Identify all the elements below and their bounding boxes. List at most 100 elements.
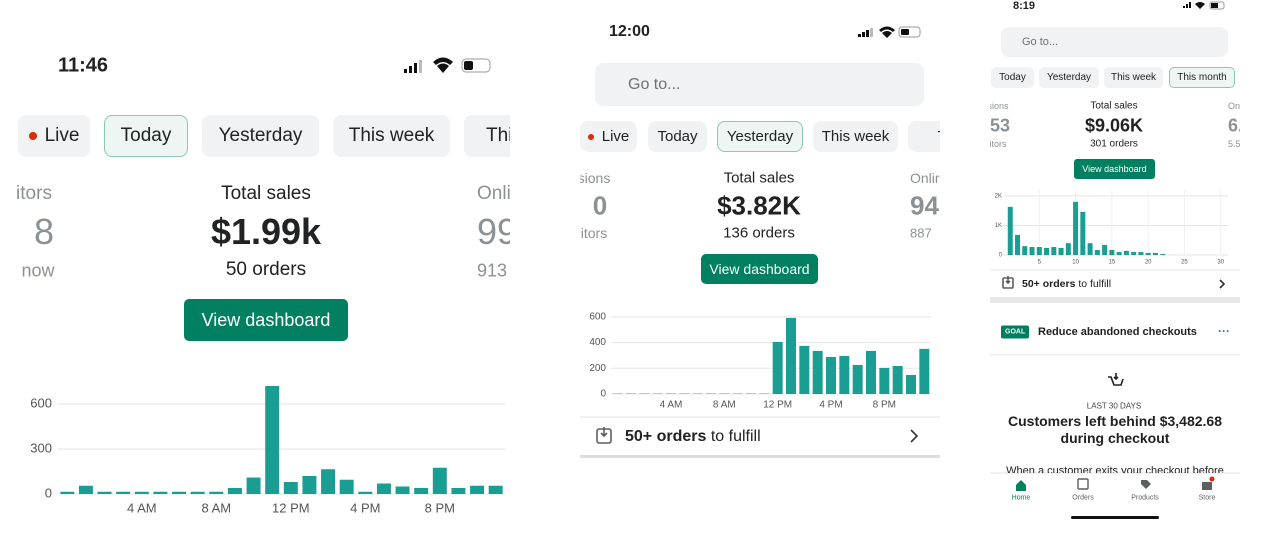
bar — [153, 491, 168, 494]
tab[interactable]: Today — [648, 121, 707, 152]
x-tick-label: 4 AM — [660, 400, 683, 411]
stat-value: $1.99k — [210, 211, 322, 252]
bar — [1102, 244, 1108, 255]
bar — [116, 491, 131, 494]
bar — [786, 317, 796, 394]
bar — [321, 469, 336, 494]
stat-label: sions — [990, 101, 1009, 111]
nav-label[interactable]: Store — [1198, 494, 1216, 502]
nav-label[interactable]: Home — [1011, 494, 1031, 502]
stat-label: Onlir — [910, 170, 940, 186]
bar — [919, 348, 930, 394]
tab[interactable]: This week — [1104, 67, 1163, 88]
bar — [134, 491, 149, 494]
bar — [892, 365, 903, 394]
tab[interactable]: Yesterday — [717, 121, 803, 152]
goal-period: LAST 30 DAYS — [1086, 401, 1142, 411]
tab[interactable]: Live — [18, 115, 90, 157]
tab[interactable]: Live — [580, 121, 637, 152]
nav-label[interactable]: Orders — [1072, 494, 1094, 502]
bar — [302, 476, 317, 494]
stat-value: 99 — [477, 211, 510, 252]
x-tick-label: 8 PM — [425, 500, 455, 515]
nav-label[interactable]: Products — [1131, 494, 1159, 502]
stat-label: itors — [16, 183, 52, 204]
y-tick-label: 200 — [589, 363, 606, 374]
view-dashboard-button[interactable]: View dashboard — [1074, 159, 1155, 179]
bar — [1080, 211, 1086, 255]
x-tick-label: 4 PM — [819, 400, 842, 411]
screen: 8:19 Go to... Today Yesterday This week … — [990, 0, 1240, 542]
y-tick-label: 600 — [589, 311, 606, 322]
tab[interactable]: Thi — [908, 121, 940, 152]
bar — [1073, 201, 1079, 255]
fulfill-row[interactable]: 50+ orders to fulfill — [1022, 278, 1111, 290]
bar — [826, 356, 836, 394]
bar — [470, 485, 485, 494]
bar — [1015, 234, 1021, 255]
stat-sub: 301 orders — [1090, 138, 1138, 150]
search-box[interactable]: Go to... — [595, 63, 924, 106]
stat-label: Total sales — [723, 169, 795, 187]
tab[interactable]: This month — [1169, 67, 1235, 88]
tab[interactable]: This week — [813, 121, 898, 152]
y-tick-label: 0 — [600, 389, 606, 400]
stat-sub: 50 orders — [225, 259, 307, 280]
bar — [1145, 252, 1151, 255]
bar — [246, 477, 261, 494]
bar — [265, 386, 280, 494]
bar — [97, 491, 112, 494]
x-tick-label: 10 — [1072, 260, 1079, 266]
tab-bar: Live Today Yesterday This week This — [18, 115, 510, 157]
search-box[interactable]: Go to... — [1001, 27, 1228, 57]
x-tick-label: 5 — [1038, 260, 1042, 266]
y-tick-label: 0 — [45, 485, 52, 500]
bar — [812, 350, 823, 394]
tab-label: Live — [601, 128, 630, 145]
tab[interactable]: Today — [104, 115, 188, 157]
bar — [432, 467, 447, 494]
bar — [1123, 250, 1129, 255]
bar — [451, 488, 466, 494]
x-tick-label: 12 PM — [272, 500, 310, 515]
stat-label: Onlir — [1228, 101, 1240, 111]
x-tick-label: 8 AM — [713, 400, 736, 411]
view-dashboard-button[interactable]: View dashboard — [184, 299, 348, 341]
goal-body: When a customer exits your checkout befo… — [1006, 465, 1224, 473]
goal-headline: Customers left behind $3,482.68 during c… — [1008, 413, 1222, 446]
y-tick-label: 600 — [30, 395, 52, 410]
fulfill-row[interactable]: 50+ orders to fulfill — [625, 428, 761, 446]
x-tick-label: 30 — [1217, 260, 1224, 266]
status-time: 11:46 — [58, 54, 109, 77]
tab[interactable]: This — [464, 115, 510, 157]
y-tick-label: 400 — [589, 337, 606, 348]
bar — [1058, 247, 1064, 255]
tab[interactable]: Yesterday — [1039, 67, 1099, 88]
bar — [799, 345, 810, 394]
view-dashboard-button[interactable]: View dashboard — [701, 254, 818, 284]
stat-label: sions — [580, 170, 611, 186]
tab[interactable]: This week — [333, 115, 450, 157]
bar — [1007, 206, 1013, 255]
goal-menu[interactable]: ··· — [1218, 324, 1230, 338]
x-tick-label: 8 AM — [202, 500, 232, 515]
x-tick-label: 8 PM — [873, 400, 896, 411]
tab-bar: Live Today Yesterday This week Thi — [580, 121, 940, 152]
screen: 11:46 Live Today Yesterday This week Th i… — [10, 0, 510, 542]
bar — [852, 364, 863, 394]
bar — [376, 483, 391, 494]
stat-sub: now — [21, 260, 55, 281]
stat-label: Onli — [477, 183, 510, 204]
bar — [358, 491, 373, 494]
bar — [839, 355, 850, 394]
y-tick-label: 0 — [999, 253, 1003, 259]
stat-sub: 136 orders — [723, 224, 795, 242]
x-tick-label: 4 AM — [127, 500, 157, 515]
tab[interactable]: Yesterday — [202, 115, 319, 157]
tab[interactable]: Today — [991, 67, 1034, 88]
search-placeholder: Go to... — [1022, 36, 1059, 48]
tab-label: Live — [44, 125, 80, 146]
status-time: 8:19 — [1013, 0, 1036, 12]
